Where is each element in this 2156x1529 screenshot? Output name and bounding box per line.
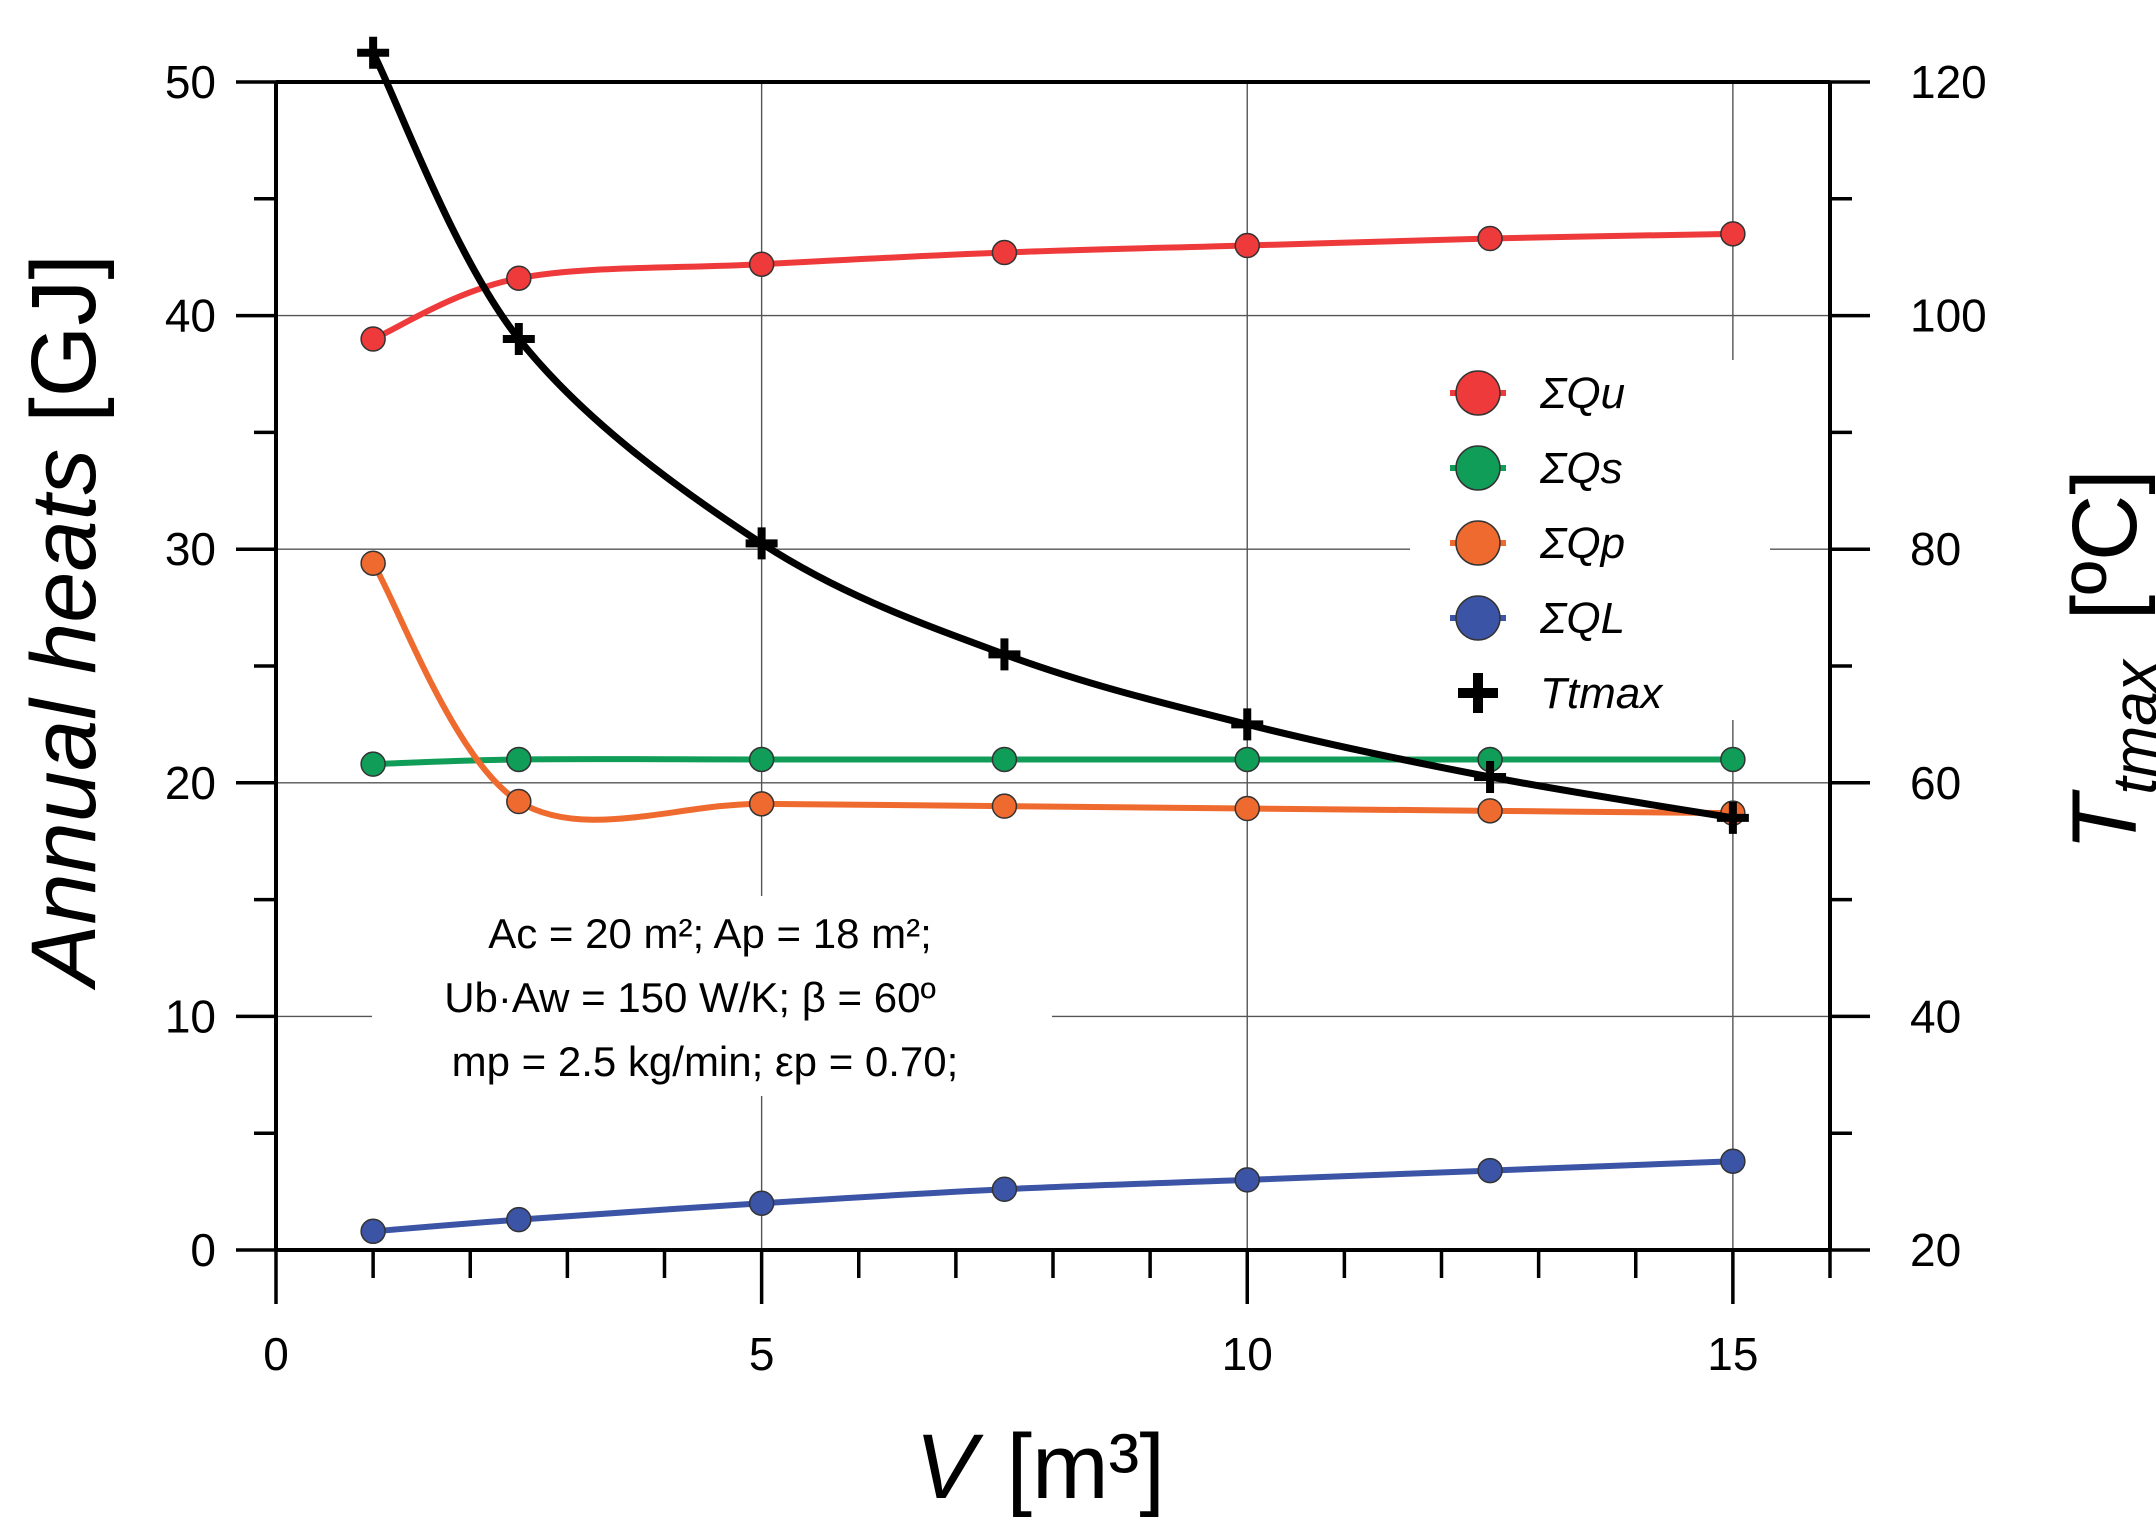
data-point	[506, 1206, 532, 1233]
data-point	[502, 322, 535, 355]
data-point	[357, 36, 390, 69]
series-sum-ql	[360, 1148, 1746, 1245]
axis-ticks	[236, 80, 1870, 1304]
tick-labels: 0 5 10 15 0 10 20 30 40 50 20 40 60 80 100 120	[165, 56, 1987, 1380]
data-point	[360, 1218, 386, 1245]
series-line-sum-qs	[373, 756, 1733, 768]
data-point	[1720, 1148, 1746, 1174]
data-point	[991, 746, 1018, 773]
legend-item-sum-qp: ΣQp	[1450, 519, 1625, 568]
plot-frame	[274, 80, 1832, 1252]
data-point	[748, 251, 775, 277]
x-axis-var: V	[915, 1416, 984, 1518]
data-point	[506, 746, 532, 773]
y-left-tick-label: 10	[165, 990, 216, 1042]
data-point	[1477, 1157, 1503, 1184]
y-right-axis-sub: tmax	[2101, 658, 2156, 794]
y-left-axis-title: Annual heats [GJ]	[13, 254, 115, 991]
series-layer	[357, 36, 1749, 1245]
y-right-axis-title: Ttmax [ºC]	[2054, 469, 2156, 851]
legend-label: Ttmax	[1540, 669, 1664, 718]
x-tick-label: 15	[1707, 1328, 1758, 1380]
y-left-tick-label: 0	[190, 1224, 216, 1276]
legend-marker	[1455, 445, 1501, 491]
y-right-axis-unit: [ºC]	[2054, 469, 2156, 620]
legend-marker	[1455, 595, 1501, 641]
data-point	[991, 793, 1018, 819]
y-right-tick-label: 60	[1910, 757, 1961, 809]
x-axis-title: V [m³]	[915, 1416, 1165, 1518]
annotation-line-3: mp = 2.5 kg/min; εp = 0.70;	[452, 1038, 959, 1085]
data-point	[748, 791, 775, 817]
legend-item-sum-qs: ΣQs	[1450, 444, 1623, 493]
x-axis-unit: [m³]	[1006, 1416, 1164, 1518]
data-point	[1234, 746, 1260, 773]
legend-label: ΣQs	[1539, 444, 1623, 493]
data-point	[506, 265, 532, 291]
y-left-tick-label: 50	[165, 56, 216, 108]
data-point	[1720, 221, 1746, 247]
y-left-tick-label: 30	[165, 523, 216, 575]
data-point	[1477, 225, 1503, 252]
data-point	[506, 788, 532, 815]
legend-label: ΣQu	[1539, 369, 1625, 418]
y-right-tick-label: 100	[1910, 290, 1987, 342]
data-point	[991, 1176, 1018, 1203]
data-point	[748, 1190, 775, 1217]
legend-marker	[1455, 370, 1501, 416]
legend-item-ttmax: Ttmax	[1458, 669, 1664, 718]
data-point	[1234, 1167, 1260, 1193]
data-point	[745, 527, 778, 560]
y-left-tick-label: 40	[165, 290, 216, 342]
series-ttmax	[357, 36, 1749, 834]
data-point	[1231, 708, 1264, 741]
series-line-sum-qu	[371, 230, 1733, 342]
annotation-background	[372, 896, 1052, 1096]
y-left-axis-label: Annual heats	[13, 449, 115, 991]
y-right-tick-label: 120	[1910, 56, 1987, 108]
data-point	[748, 746, 775, 773]
y-left-axis-unit: [GJ]	[13, 254, 115, 423]
y-right-axis-var: T	[2054, 789, 2156, 851]
y-right-tick-label: 80	[1910, 523, 1961, 575]
data-point	[991, 239, 1018, 266]
x-tick-label: 10	[1222, 1328, 1273, 1380]
legend-label: ΣQL	[1539, 594, 1625, 643]
x-tick-label: 5	[749, 1328, 775, 1380]
annotation: Ac = 20 m²; Ap = 18 m²; Ub·Aw = 150 W/K;…	[444, 910, 958, 1085]
data-point	[1474, 760, 1507, 793]
data-point	[360, 751, 386, 777]
legend-item-sum-qu: ΣQu	[1450, 369, 1625, 418]
data-point	[1234, 795, 1260, 822]
data-point	[988, 638, 1021, 671]
data-point	[360, 550, 386, 576]
legend: ΣQu ΣQs ΣQp ΣQL Ttmax	[1450, 369, 1664, 718]
data-point	[1234, 232, 1260, 259]
data-point	[360, 326, 386, 352]
annotation-line-1: Ac = 20 m²; Ap = 18 m²;	[488, 910, 932, 957]
y-left-tick-label: 20	[165, 757, 216, 809]
legend-marker	[1455, 520, 1501, 566]
legend-marker	[1458, 673, 1498, 713]
legend-item-sum-ql: ΣQL	[1450, 594, 1625, 643]
data-point	[1720, 746, 1746, 773]
series-line-sum-ql	[372, 1158, 1733, 1235]
data-point	[1716, 801, 1749, 834]
y-right-tick-label: 40	[1910, 990, 1961, 1042]
data-point	[1477, 798, 1503, 824]
x-tick-label: 0	[263, 1328, 289, 1380]
legend-label: ΣQp	[1539, 519, 1625, 568]
series-sum-qs	[360, 746, 1746, 777]
annotation-line-2: Ub·Aw = 150 W/K; β = 60º	[444, 974, 936, 1021]
series-sum-qu	[360, 221, 1746, 352]
y-right-tick-label: 20	[1910, 1224, 1961, 1276]
series-sum-qp	[360, 550, 1746, 826]
